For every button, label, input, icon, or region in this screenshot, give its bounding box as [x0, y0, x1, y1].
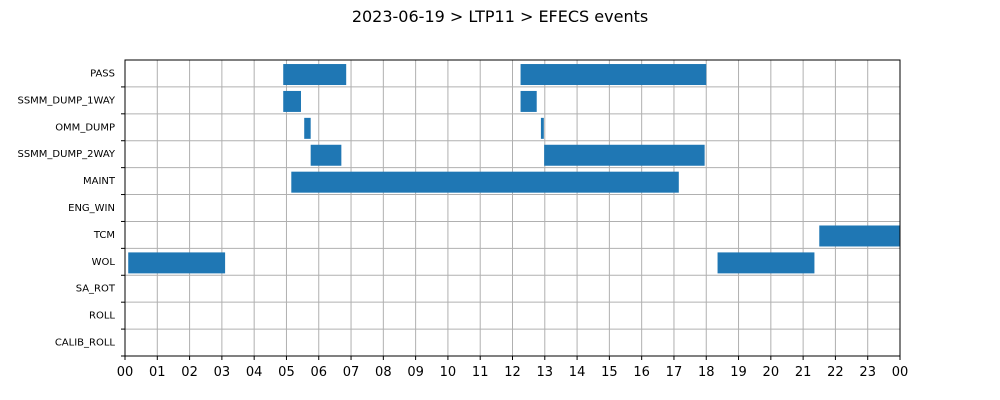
- x-tick-label: 00: [892, 365, 909, 380]
- x-tick-label: 06: [310, 365, 327, 380]
- x-tick-label: 03: [214, 365, 231, 380]
- x-tick-label: 22: [827, 365, 844, 380]
- x-tick-label: 17: [666, 365, 683, 380]
- y-axis: PASS SSMM_DUMP_1WAY OMM_DUMP SSMM_DUMP_2WAY…: [17, 68, 125, 357]
- grid: [124, 60, 901, 356]
- bars: [128, 64, 900, 274]
- y-tick-label: SA_ROT: [76, 284, 116, 295]
- x-tick-label: 08: [375, 365, 392, 380]
- y-tick-label: SSMM_DUMP_2WAY: [17, 149, 115, 160]
- event-bar-maint: [291, 171, 679, 193]
- y-tick-label: ENG_WIN: [68, 203, 115, 214]
- x-tick-label: 09: [407, 365, 424, 380]
- x-tick-label: 23: [859, 365, 876, 380]
- plot-frame: [124, 59, 901, 357]
- event-bar-pass: [283, 64, 347, 86]
- y-tick-label: MAINT: [83, 176, 116, 187]
- y-tick-label: TCM: [93, 230, 115, 241]
- event-bar-omm-dump: [540, 117, 544, 139]
- x-tick-label: 07: [343, 365, 360, 380]
- y-tick-label: SSMM_DUMP_1WAY: [17, 95, 115, 106]
- x-tick-label: 02: [181, 365, 198, 380]
- y-tick-label: OMM_DUMP: [55, 122, 115, 133]
- x-tick-label: 05: [278, 365, 295, 380]
- x-tick-label: 14: [569, 365, 586, 380]
- event-bar-ssmm-dump-1way: [283, 90, 301, 112]
- y-tick-label: ROLL: [89, 311, 115, 322]
- y-tick-label: PASS: [90, 68, 115, 79]
- x-tick-label: 00: [117, 365, 134, 380]
- y-tick-label: CALIB_ROLL: [55, 338, 116, 349]
- event-bar-ssmm-dump-2way: [544, 144, 705, 166]
- x-tick-label: 11: [472, 365, 489, 380]
- x-tick-label: 01: [149, 365, 166, 380]
- x-tick-label: 15: [601, 365, 618, 380]
- x-axis: 00 01 02 03 04 05 06 07 08 09 10 11 12 13 14 15 16 17 18 19…: [117, 356, 909, 380]
- chart-title: 2023-06-19 > LTP11 > EFECS events: [352, 7, 648, 26]
- event-bar-pass: [520, 64, 707, 86]
- event-bar-tcm: [819, 225, 900, 247]
- x-tick-label: 12: [504, 365, 521, 380]
- x-tick-label: 21: [795, 365, 812, 380]
- x-tick-label: 19: [730, 365, 747, 380]
- x-tick-label: 13: [537, 365, 554, 380]
- event-bar-wol: [128, 252, 226, 274]
- x-tick-label: 16: [633, 365, 650, 380]
- y-tick-label: WOL: [92, 257, 116, 268]
- event-bar-omm-dump: [304, 117, 311, 139]
- x-tick-label: 20: [763, 365, 780, 380]
- event-bar-ssmm-dump-2way: [310, 144, 342, 166]
- event-bar-wol: [717, 252, 815, 274]
- x-tick-label: 04: [246, 365, 263, 380]
- x-tick-label: 10: [440, 365, 457, 380]
- x-tick-label: 18: [698, 365, 715, 380]
- event-bar-ssmm-dump-1way: [520, 90, 537, 112]
